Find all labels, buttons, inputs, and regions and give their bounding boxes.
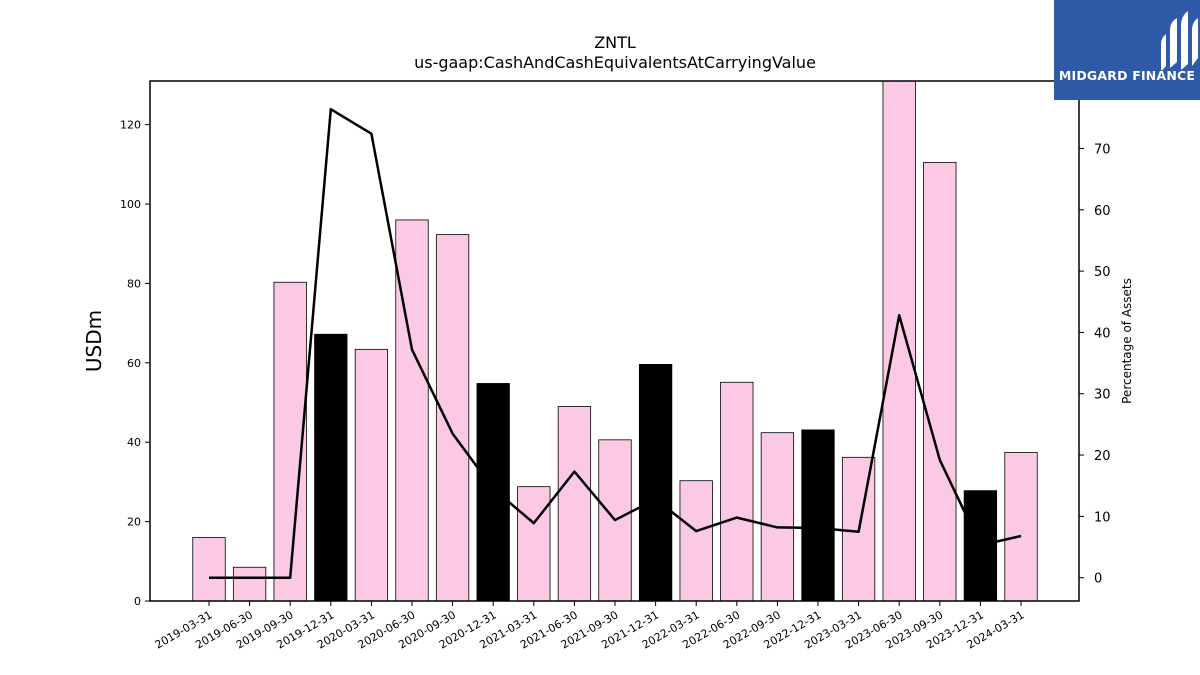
- y-axis-left: 0 20 40 60 80 100 120: [120, 119, 150, 608]
- bar: [557, 406, 592, 602]
- y2-tick-label: 40: [1094, 326, 1111, 341]
- bar: [435, 234, 470, 602]
- chart-title: ZNTL: [594, 33, 636, 52]
- y2-tick-label: 30: [1094, 388, 1111, 403]
- bar: [395, 219, 429, 602]
- y2-tick-label: 50: [1094, 265, 1111, 280]
- bar: [517, 486, 551, 602]
- y2-tick-label: 10: [1094, 510, 1111, 525]
- y2-tick-label: 20: [1094, 449, 1111, 464]
- y-tick-label: 60: [127, 357, 141, 370]
- y-axis-right: 0 10 20 30 40 50 60 70: [1079, 142, 1111, 587]
- y-tick-label: 120: [120, 119, 141, 132]
- chart-subtitle: us-gaap:CashAndCashEquivalentsAtCarrying…: [414, 53, 816, 72]
- y-tick-label: 40: [127, 436, 141, 449]
- bar: [354, 348, 389, 602]
- y-tick-label: 0: [134, 595, 141, 608]
- bar: [882, 80, 916, 602]
- bar: [801, 429, 835, 602]
- bar: [760, 432, 795, 602]
- bar: [232, 566, 267, 602]
- bar: [476, 383, 510, 602]
- bar: [679, 480, 713, 602]
- y-tick-label: 20: [127, 516, 141, 529]
- y-axis-label: USDm: [82, 310, 106, 372]
- y-tick-label: 100: [120, 198, 141, 211]
- y2-axis-label: Percentage of Assets: [1120, 278, 1134, 404]
- bar: [720, 381, 754, 602]
- y-tick-label: 80: [127, 277, 141, 290]
- x-axis: 2019-03-312019-06-302019-09-302019-12-31…: [153, 601, 1027, 652]
- logo-text: MIDGARD FINANCE: [1058, 68, 1196, 83]
- line-series: [208, 107, 1022, 579]
- bar: [1004, 452, 1038, 602]
- y2-tick-label: 0: [1094, 572, 1102, 587]
- bar: [923, 161, 957, 602]
- y2-tick-label: 70: [1094, 142, 1111, 157]
- y2-tick-label: 60: [1094, 204, 1111, 219]
- bar-series: [192, 80, 1038, 602]
- bar: [192, 537, 226, 602]
- midgard-logo-icon: [1161, 11, 1198, 70]
- bar: [314, 333, 348, 602]
- bar: [638, 364, 673, 602]
- logo: MIDGARD FINANCE: [1054, 0, 1200, 100]
